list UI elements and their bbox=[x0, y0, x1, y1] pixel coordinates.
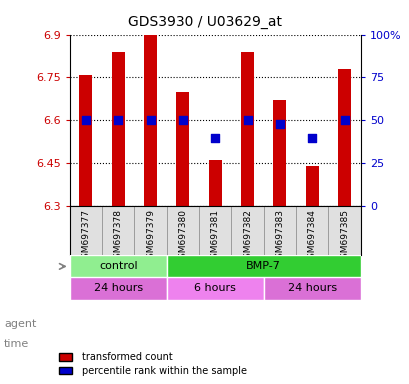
Text: GSM697382: GSM697382 bbox=[243, 209, 252, 264]
Point bbox=[115, 118, 121, 124]
Text: 6 hours: 6 hours bbox=[194, 283, 236, 293]
Text: GSM697377: GSM697377 bbox=[81, 209, 90, 264]
Bar bbox=[305, 166, 318, 206]
Text: GSM697380: GSM697380 bbox=[178, 209, 187, 264]
Bar bbox=[208, 161, 221, 206]
Bar bbox=[337, 69, 350, 206]
Text: GSM697381: GSM697381 bbox=[210, 209, 219, 264]
Text: control: control bbox=[99, 262, 137, 271]
Text: BMP-7: BMP-7 bbox=[246, 262, 281, 271]
Bar bbox=[176, 92, 189, 206]
Point bbox=[308, 134, 315, 141]
FancyBboxPatch shape bbox=[263, 277, 360, 300]
Bar bbox=[79, 74, 92, 206]
FancyBboxPatch shape bbox=[70, 277, 166, 300]
Point bbox=[82, 118, 89, 124]
Bar bbox=[273, 100, 286, 206]
Text: GDS3930 / U03629_at: GDS3930 / U03629_at bbox=[128, 15, 281, 29]
Point bbox=[147, 118, 153, 124]
Text: GSM697378: GSM697378 bbox=[113, 209, 122, 264]
Bar bbox=[144, 35, 157, 206]
Text: transformed count: transformed count bbox=[82, 352, 172, 362]
FancyBboxPatch shape bbox=[70, 255, 166, 277]
Point bbox=[276, 121, 283, 127]
Text: GSM697379: GSM697379 bbox=[146, 209, 155, 264]
Text: time: time bbox=[4, 339, 29, 349]
Point bbox=[179, 118, 186, 124]
Text: 24 hours: 24 hours bbox=[93, 283, 142, 293]
Point bbox=[341, 118, 347, 124]
Text: 24 hours: 24 hours bbox=[287, 283, 336, 293]
FancyBboxPatch shape bbox=[166, 277, 263, 300]
Text: GSM697383: GSM697383 bbox=[275, 209, 284, 264]
Text: GSM697384: GSM697384 bbox=[307, 209, 316, 264]
Text: GSM697385: GSM697385 bbox=[339, 209, 348, 264]
Text: agent: agent bbox=[4, 319, 36, 329]
Bar bbox=[240, 52, 254, 206]
Text: percentile rank within the sample: percentile rank within the sample bbox=[82, 366, 246, 376]
Point bbox=[244, 118, 250, 124]
Bar bbox=[112, 52, 124, 206]
FancyBboxPatch shape bbox=[166, 255, 360, 277]
Point bbox=[211, 134, 218, 141]
